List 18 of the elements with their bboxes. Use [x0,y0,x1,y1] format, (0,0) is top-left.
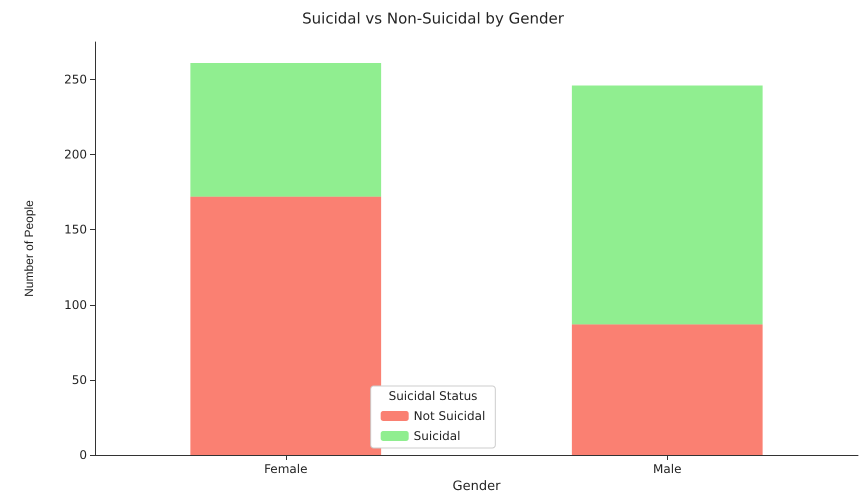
x-tick-label: Male [653,462,682,476]
bar [190,196,382,455]
y-tick-label: 0 [79,448,87,462]
bar [572,324,763,455]
y-tick-label: 250 [64,72,87,87]
legend-label: Suicidal [414,429,460,443]
y-axis-title: Number of People [22,200,36,297]
x-axis-title: Gender [452,478,502,494]
chart-title: Suicidal vs Non-Suicidal by Gender [302,10,565,28]
bar [572,86,763,324]
legend-label: Not Suicidal [414,409,486,423]
y-tick-label: 150 [64,222,87,237]
legend-title: Suicidal Status [388,389,478,403]
y-tick-label: 50 [72,372,87,387]
y-tick-label: 100 [64,298,87,312]
x-tick-label: Female [264,462,308,476]
y-tick-label: 200 [64,148,87,162]
bar [190,63,382,197]
